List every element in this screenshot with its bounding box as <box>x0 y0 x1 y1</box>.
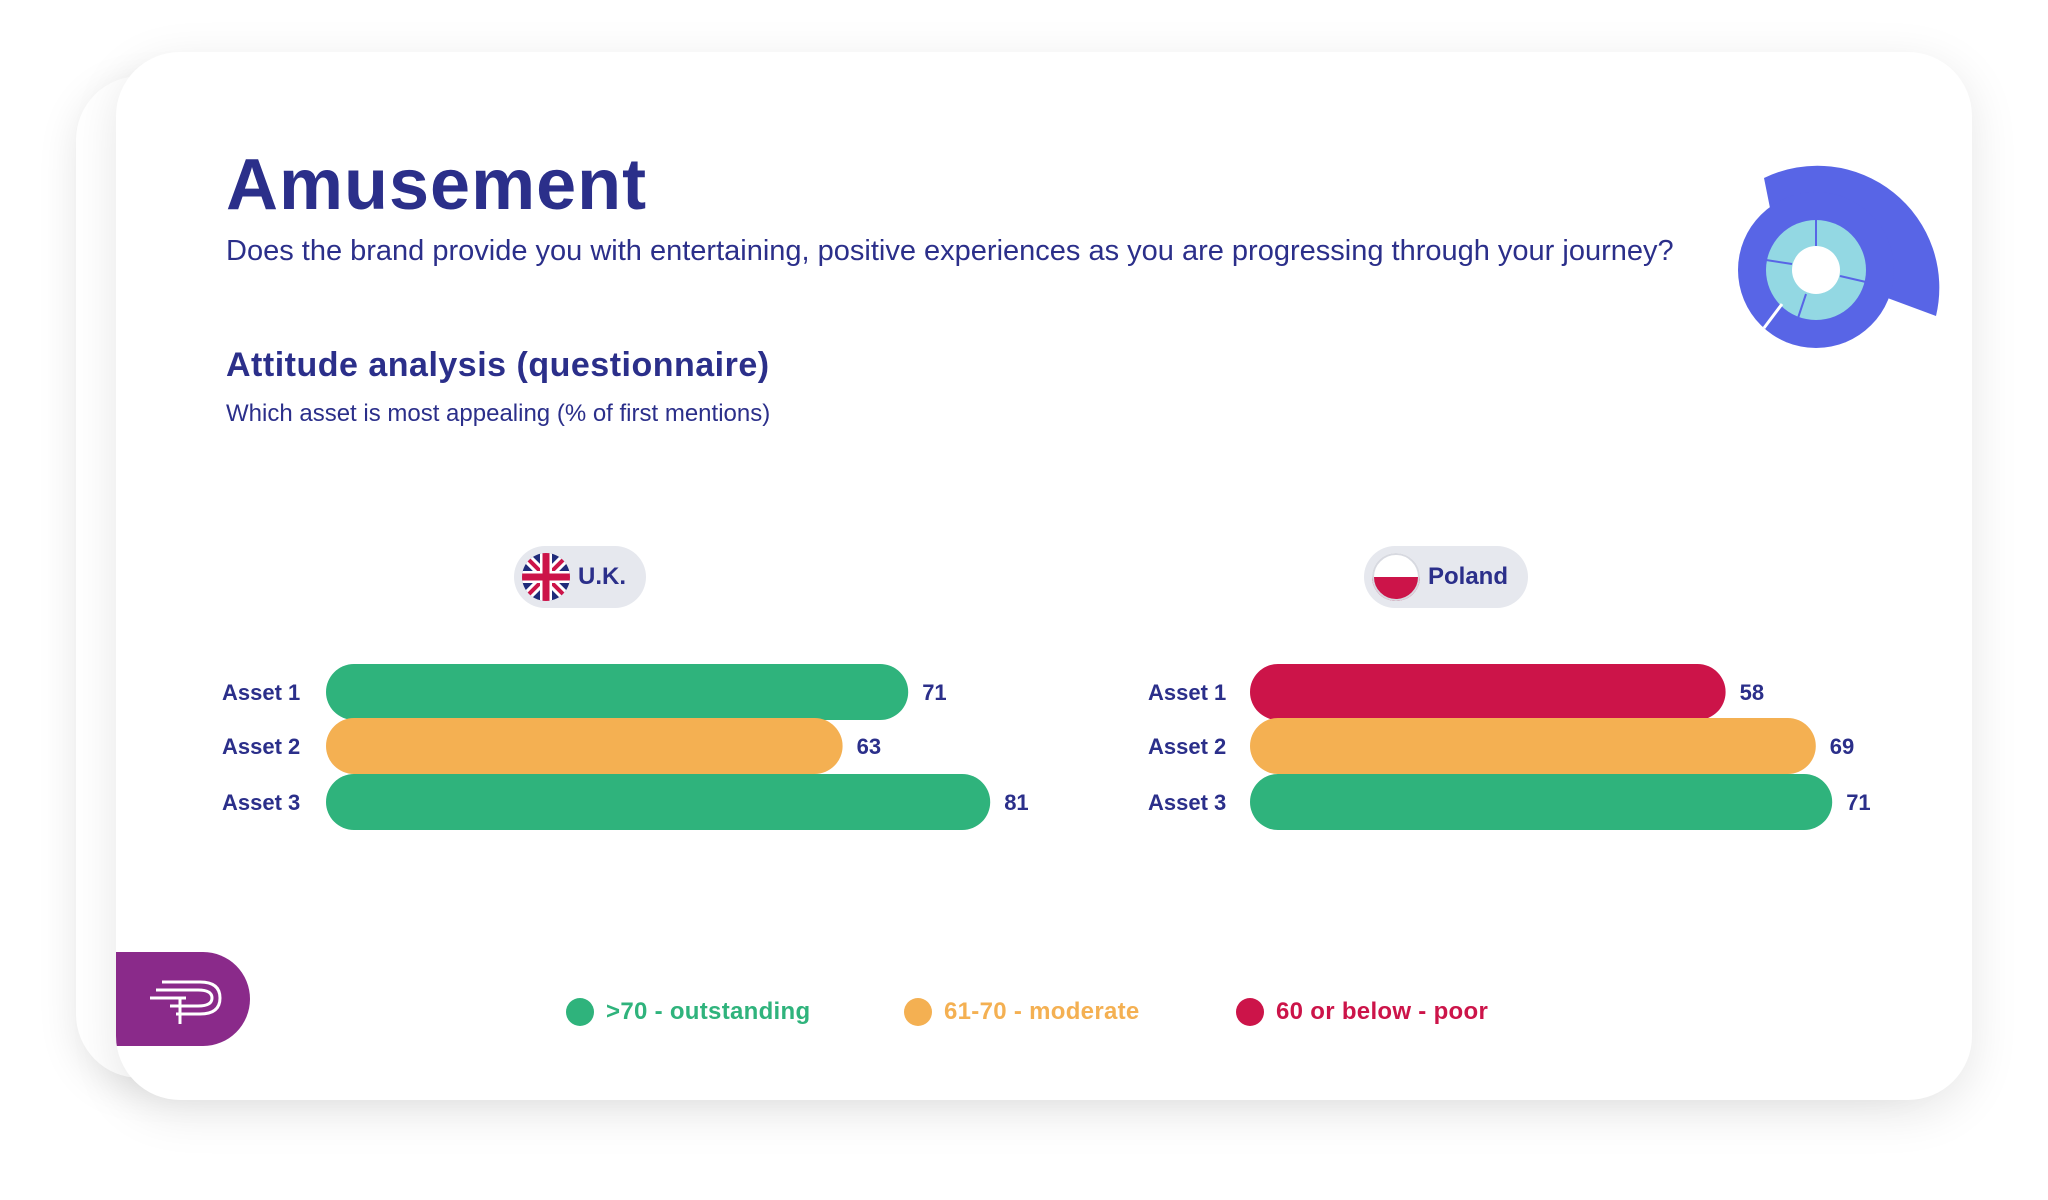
poland-badge-label: Poland <box>1428 563 1509 590</box>
legend-dot-poor <box>1236 998 1264 1026</box>
page-title: Amusement <box>226 145 648 225</box>
uk-flag-icon <box>522 553 570 601</box>
amusement-emblem-icon: Amusement <box>1738 123 1940 348</box>
legend-dot-outstanding <box>566 998 594 1026</box>
legend-label-outstanding: >70 - outstanding <box>606 998 811 1025</box>
uk-value-label: 63 <box>857 734 881 759</box>
poland-badge: Poland <box>1364 546 1529 608</box>
legend-item-moderate: 61-70 - moderate <box>904 992 1140 1032</box>
question-text: Does the brand provide you with entertai… <box>226 235 1674 267</box>
poland-value-label: 71 <box>1846 790 1870 815</box>
legend-item-poor: 60 or below - poor <box>1236 992 1488 1032</box>
poland-category-label: Asset 1 <box>1148 680 1226 705</box>
poland-value-label: 58 <box>1740 680 1764 705</box>
section-subtitle: Which asset is most appealing (% of firs… <box>226 400 771 427</box>
uk-category-label: Asset 3 <box>222 790 300 815</box>
bar-charts: Asset 1 71 Asset 2 63 Asset 3 81 Asset 1 58 Asse… <box>222 664 1871 830</box>
section-title: Attitude analysis (questionnaire) <box>226 346 770 384</box>
uk-category-label: Asset 1 <box>222 680 300 705</box>
poland-bar <box>1250 718 1816 774</box>
legend-label-moderate: 61-70 - moderate <box>944 998 1140 1025</box>
poland-category-label: Asset 2 <box>1148 734 1226 759</box>
poland-bar <box>1250 774 1833 830</box>
poland-value-label: 69 <box>1830 734 1854 759</box>
poland-bar <box>1250 664 1726 720</box>
legend-item-outstanding: >70 - outstanding <box>566 992 810 1032</box>
uk-badge-label: U.K. <box>578 563 626 590</box>
legend-dot-moderate <box>904 998 932 1026</box>
legend-label-poor: 60 or below - poor <box>1276 998 1489 1025</box>
uk-category-label: Asset 2 <box>222 734 300 759</box>
uk-bar <box>326 664 909 720</box>
uk-bar <box>326 718 843 774</box>
uk-bar <box>326 774 991 830</box>
uk-badge: U.K. <box>514 546 646 608</box>
uk-value-label: 71 <box>922 680 946 705</box>
slide-card: Amusement Does the brand provide you wit… <box>116 52 1972 1100</box>
brand-logo-icon <box>150 980 222 1024</box>
uk-value-label: 81 <box>1004 790 1028 815</box>
brand-logo-tab <box>116 952 250 1046</box>
poland-category-label: Asset 3 <box>1148 790 1226 815</box>
